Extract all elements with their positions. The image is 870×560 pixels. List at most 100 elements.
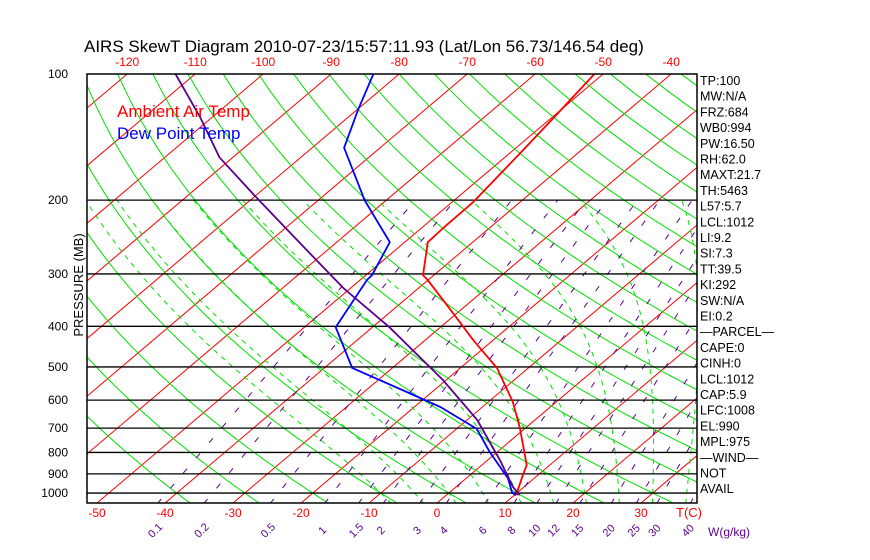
isotherm-line (0, 55, 14, 504)
pressure-tick-label: 800 (48, 445, 68, 459)
index-label: FRZ:684 (700, 105, 749, 119)
moist-adiabat-line (116, 199, 425, 503)
index-label: LFC:1008 (700, 404, 755, 418)
top-temp-tick-label: -100 (251, 55, 275, 69)
top-temp-tick-label: -40 (663, 55, 681, 69)
top-temp-tick-label: -110 (184, 55, 207, 69)
pressure-tick-label: 200 (48, 193, 68, 207)
mixing-ratio-line (324, 199, 559, 503)
top-temp-tick-label: -120 (115, 55, 139, 69)
index-label: MAXT:21.7 (700, 168, 761, 182)
moist-adiabat-line (377, 199, 587, 503)
dry-adiabat-line (793, 55, 870, 504)
dry-adiabat-line (87, 356, 260, 503)
index-label: MPL:975 (700, 435, 750, 449)
pressure-tick-label: 100 (48, 67, 68, 81)
plot-frame (86, 73, 698, 504)
index-label: —PARCEL— (700, 325, 775, 339)
dry-adiabat-line (468, 74, 697, 248)
pressure-tick-label: 1000 (41, 486, 68, 500)
moist-adiabat-line (193, 199, 490, 503)
bottom-temp-tick-label: 20 (566, 506, 580, 520)
mixing-ratio-tick-label: 1.5 (347, 521, 366, 540)
mixing-ratio-line (445, 199, 661, 503)
pressure-tick-label: 600 (48, 393, 68, 407)
isotherm-line (87, 74, 196, 167)
isotherm-line (368, 224, 697, 503)
index-label: KI:292 (700, 278, 736, 292)
mixing-ratio-tick-label: 30 (646, 522, 663, 539)
bottom-temp-tick-label: -10 (360, 506, 378, 520)
pressure-gridlines (87, 199, 697, 494)
isotherm-line (640, 454, 697, 503)
top-temp-tick-label: -60 (527, 55, 545, 69)
index-label: EI:0.2 (700, 310, 733, 324)
pressure-tick-label: 900 (48, 467, 68, 481)
dry-adiabat-line (328, 74, 697, 361)
mixing-ratio-tick-label: 25 (626, 522, 643, 539)
isotherm-line (164, 74, 672, 503)
bottom-temp-tick-label: -30 (224, 506, 242, 520)
mixing-ratio-tick-label: 0.2 (192, 521, 211, 540)
mixing-ratio-axis-label: W(g/kg) (708, 525, 750, 539)
isotherm-line (87, 74, 536, 455)
moist-adiabat-line (579, 199, 654, 503)
index-label: LCL:1012 (700, 372, 754, 386)
mixing-ratio-tick-label: 0.1 (146, 521, 165, 540)
index-label: CAPE:0 (700, 341, 745, 355)
index-label: MW:N/A (700, 90, 747, 104)
index-label: RH:62.0 (700, 153, 746, 167)
index-label: LI:9.2 (700, 231, 731, 245)
chart-title: AIRS SkewT Diagram 2010-07-23/15:57:11.9… (84, 37, 644, 56)
index-label: EL:990 (700, 419, 740, 433)
isotherm-line (87, 74, 264, 224)
bottom-temp-tick-label: -50 (88, 506, 106, 520)
dry-adiabat-line (187, 74, 697, 483)
pressure-tick-label: 700 (48, 421, 68, 435)
index-label: TP:100 (700, 74, 740, 88)
dry-adiabat-line (222, 74, 697, 452)
moist-adiabat-line (242, 199, 522, 503)
isotherm-line (572, 397, 697, 503)
top-temp-tick-label: -80 (391, 55, 409, 69)
dry-adiabat-line (257, 74, 697, 421)
bottom-temp-tick-label: -20 (292, 506, 310, 520)
mixing-ratio-tick-label: 0.5 (259, 521, 278, 540)
index-label: AVAIL (700, 482, 734, 496)
isotherm-line (0, 55, 82, 504)
dry-adiabat-line (759, 55, 870, 504)
dry-adiabat-line (87, 415, 191, 503)
isotherm-line (776, 55, 870, 504)
index-label: SI:7.3 (700, 247, 733, 261)
pressure-tick-label: 400 (48, 319, 68, 333)
legend-ambient-air-temp: Ambient Air Temp (117, 102, 250, 121)
moist-adiabat-line (302, 199, 555, 503)
index-label: WB0:994 (700, 121, 751, 135)
mixing-ratio-tick-label: 1 (316, 524, 329, 537)
dry-adiabat-line (363, 74, 697, 332)
mixing-ratio-line (269, 199, 512, 503)
mixing-ratio-line (484, 199, 693, 503)
mixing-ratio-tick-label: 15 (569, 522, 586, 539)
profiles (174, 74, 596, 496)
mixing-ratio-tick-label: 8 (506, 524, 519, 537)
mixing-ratio-line (419, 199, 638, 503)
pressure-tick-label: 500 (48, 360, 68, 374)
mixing-ratio-line (382, 199, 608, 503)
index-label: CINH:0 (700, 357, 741, 371)
mixing-ratio-tick-label: 4 (438, 524, 451, 537)
mixing-ratio-tick-label: 12 (545, 522, 562, 539)
mixing-ratio-tick-label: 40 (680, 522, 697, 539)
isotherm-line (87, 74, 468, 397)
index-label: SW:N/A (700, 294, 745, 308)
index-label: PW:16.50 (700, 137, 755, 151)
mixing-ratio-line (358, 199, 587, 503)
bottom-temp-tick-label: -40 (156, 506, 174, 520)
y-axis-label: PRESSURE (MB) (71, 233, 86, 336)
dry-adiabat-line (398, 74, 697, 304)
isotherm-line (87, 74, 332, 282)
mixing-ratio-line (513, 227, 697, 503)
mixing-ratio-tick-label: 2 (375, 524, 388, 537)
